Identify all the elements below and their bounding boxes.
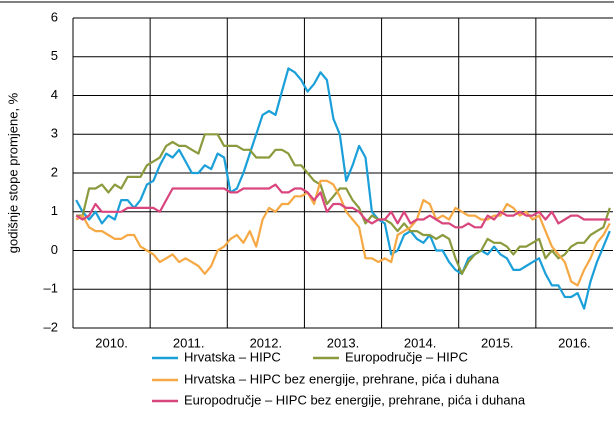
x-tick-label: 2014. <box>404 335 437 350</box>
legend-label: Hrvatska – HIPC bez energije, prehrane, … <box>184 371 500 386</box>
x-tick-label: 2012. <box>250 335 283 350</box>
x-tick-label: 2016. <box>558 335 591 350</box>
series-line <box>75 67 611 310</box>
y-tick-label: 5 <box>51 48 58 63</box>
y-tick-label: 4 <box>51 87 58 102</box>
y-tick-label: 6 <box>51 9 58 24</box>
x-tick-label: 2010. <box>95 335 128 350</box>
y-tick-label: 1 <box>51 203 58 218</box>
y-tick-label: –1 <box>44 281 58 296</box>
x-tick-label: 2015. <box>481 335 514 350</box>
legend-label: Europodručje – HIPC bez energije, prehra… <box>184 392 526 407</box>
y-tick-label: 3 <box>51 126 58 141</box>
series-line <box>75 179 611 287</box>
y-axis-label: godišnje stope promjene, % <box>5 92 20 253</box>
legend-label: Europodručje – HIPC <box>345 349 468 364</box>
legend-label: Hrvatska – HIPC <box>184 349 281 364</box>
y-tick-label: 0 <box>51 242 58 257</box>
series-line <box>75 183 610 229</box>
y-tick-label: –2 <box>44 319 58 334</box>
x-tick-label: 2013. <box>327 335 360 350</box>
series-line <box>76 133 611 275</box>
x-tick-label: 2011. <box>173 335 205 350</box>
y-tick-label: 2 <box>51 164 58 179</box>
